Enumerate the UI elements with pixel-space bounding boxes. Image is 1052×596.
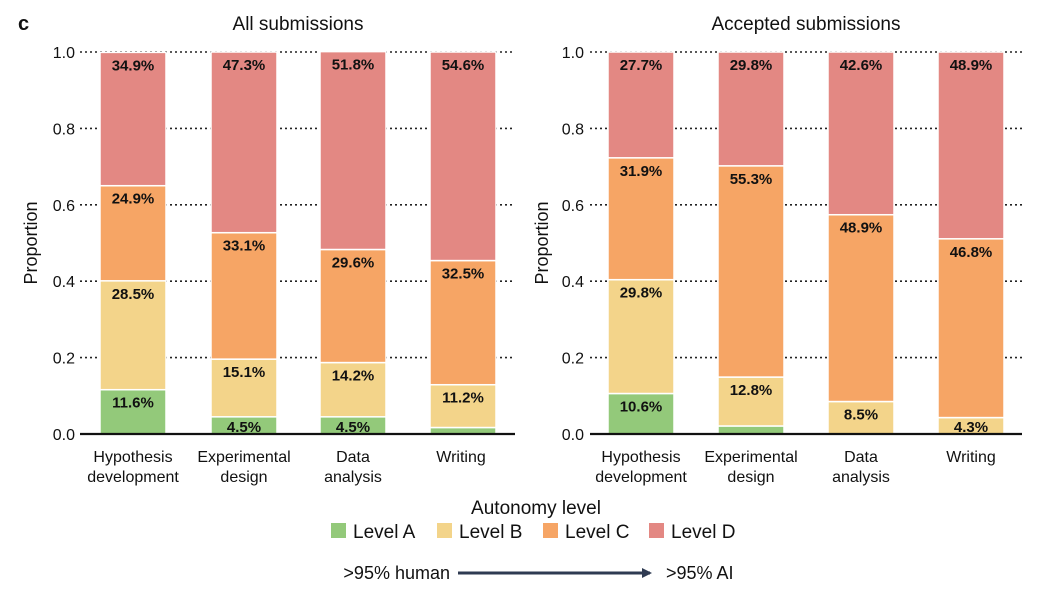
y-tick-label: 0.8 bbox=[53, 121, 75, 138]
x-tick-label: design bbox=[220, 469, 267, 486]
data-label: 32.5% bbox=[442, 266, 485, 283]
bar-segment-level-c bbox=[429, 259, 497, 386]
bar-segment-level-d bbox=[937, 51, 1005, 240]
bar-segment-level-b bbox=[99, 280, 167, 391]
y-tick-label: 0.0 bbox=[562, 427, 584, 444]
data-label: 14.2% bbox=[332, 368, 375, 385]
legend-swatch bbox=[331, 523, 346, 538]
data-label: 4.3% bbox=[954, 419, 988, 436]
bar-segment-level-a bbox=[99, 388, 167, 435]
legend-swatch bbox=[649, 523, 664, 538]
y-axis-label: Proportion bbox=[532, 201, 552, 284]
bar-segment-level-c bbox=[937, 238, 1005, 419]
chart-title: Accepted submissions bbox=[711, 14, 900, 35]
legend-label: Level A bbox=[353, 522, 416, 543]
legend: Autonomy level Level A Level B Level C Leve… bbox=[331, 498, 735, 543]
bar-segment-level-c bbox=[607, 157, 675, 281]
data-label: 48.9% bbox=[950, 57, 993, 74]
x-tick-label: Hypothesis bbox=[93, 449, 172, 466]
y-tick-label: 0.6 bbox=[562, 198, 584, 215]
bar-segment-level-c bbox=[717, 165, 785, 378]
data-label: 47.3% bbox=[223, 57, 266, 74]
bar-segment-level-d bbox=[717, 51, 785, 167]
data-label: 55.3% bbox=[730, 171, 773, 188]
scale-left-label: >95% human bbox=[343, 563, 450, 583]
bar-segment-level-b bbox=[210, 358, 278, 418]
legend-swatch bbox=[437, 523, 452, 538]
x-tick-label: Experimental bbox=[704, 449, 797, 466]
chart-title: All submissions bbox=[233, 14, 364, 35]
y-tick-label: 0.0 bbox=[53, 427, 75, 444]
y-tick-label: 0.8 bbox=[562, 121, 584, 138]
legend-items: Level A Level B Level C Level D bbox=[331, 522, 735, 543]
bar-segment-level-c bbox=[319, 248, 387, 364]
data-label: 10.6% bbox=[620, 399, 663, 416]
bar-segment-level-b bbox=[717, 376, 785, 427]
bar-segment-level-c bbox=[210, 231, 278, 360]
legend-label: Level B bbox=[459, 522, 522, 543]
x-tick-label: Writing bbox=[946, 449, 996, 466]
data-label: 46.8% bbox=[950, 244, 993, 261]
bar-segment-level-b bbox=[607, 278, 675, 395]
panel-letter: c bbox=[18, 13, 29, 35]
data-label: 11.6% bbox=[112, 395, 154, 412]
y-tick-label: 1.0 bbox=[53, 45, 75, 62]
data-label: 29.6% bbox=[332, 254, 375, 271]
y-tick-label: 0.2 bbox=[53, 351, 75, 368]
legend-label: Level D bbox=[671, 522, 735, 543]
x-tick-label: development bbox=[87, 469, 179, 486]
x-tick-label: analysis bbox=[324, 469, 382, 486]
x-tick-label: Data bbox=[844, 449, 878, 466]
scale-right-label: >95% AI bbox=[666, 563, 734, 583]
x-tick-label: Data bbox=[336, 449, 370, 466]
x-tick-label: Writing bbox=[436, 449, 486, 466]
y-tick-label: 0.2 bbox=[562, 351, 584, 368]
data-label: 29.8% bbox=[620, 285, 663, 302]
data-label: 4.5% bbox=[227, 419, 261, 436]
x-tick-label: development bbox=[595, 469, 687, 486]
x-tick-label: design bbox=[727, 469, 774, 486]
data-label: 11.2% bbox=[442, 390, 484, 407]
autonomy-scale: >95% human >95% AI bbox=[343, 563, 733, 583]
bar-segment-level-d bbox=[429, 51, 497, 262]
data-label: 24.9% bbox=[112, 191, 155, 208]
bar-segment-level-d bbox=[607, 51, 675, 159]
legend-label: Level C bbox=[565, 522, 629, 543]
panel-all-submissions: All submissions 0.0 0.2 0.4 0.6 0.8 1.0 Proport… bbox=[21, 14, 515, 486]
y-tick-label: 1.0 bbox=[562, 45, 584, 62]
panel-accepted-submissions: Accepted submissions 0.0 0.2 0.4 0.6 0.8 1.0 Pr… bbox=[532, 14, 1022, 486]
data-label: 12.8% bbox=[730, 382, 773, 399]
data-label: 48.9% bbox=[840, 220, 883, 237]
data-label: 54.6% bbox=[442, 57, 485, 74]
y-axis-label: Proportion bbox=[21, 201, 41, 284]
bar-segment-level-d bbox=[99, 51, 167, 187]
legend-swatch bbox=[543, 523, 558, 538]
y-tick-label: 0.4 bbox=[53, 274, 75, 291]
y-tick-label: 0.4 bbox=[562, 274, 584, 291]
y-tick-label: 0.6 bbox=[53, 198, 75, 215]
legend-title: Autonomy level bbox=[471, 498, 601, 519]
x-tick-label: Hypothesis bbox=[601, 449, 680, 466]
bar-segment-level-b bbox=[319, 361, 387, 418]
data-label: 34.9% bbox=[112, 57, 155, 74]
data-label: 51.8% bbox=[332, 57, 375, 74]
data-label: 42.6% bbox=[840, 57, 883, 74]
x-tick-label: analysis bbox=[832, 469, 890, 486]
data-label: 31.9% bbox=[620, 163, 663, 180]
data-label: 15.1% bbox=[223, 364, 266, 381]
bar-segment-level-a bbox=[717, 425, 785, 435]
bar-segment-level-c bbox=[827, 213, 895, 403]
data-label: 29.8% bbox=[730, 57, 773, 74]
data-label: 8.5% bbox=[844, 407, 878, 424]
data-label: 27.7% bbox=[620, 57, 663, 74]
bar-segment-level-d bbox=[827, 51, 895, 216]
bar-segment-level-d bbox=[210, 51, 278, 234]
data-label: 4.5% bbox=[336, 419, 370, 436]
data-label: 28.5% bbox=[112, 286, 155, 303]
bar-segment-level-d bbox=[319, 50, 387, 251]
x-tick-label: Experimental bbox=[197, 449, 290, 466]
data-label: 33.1% bbox=[223, 238, 266, 255]
